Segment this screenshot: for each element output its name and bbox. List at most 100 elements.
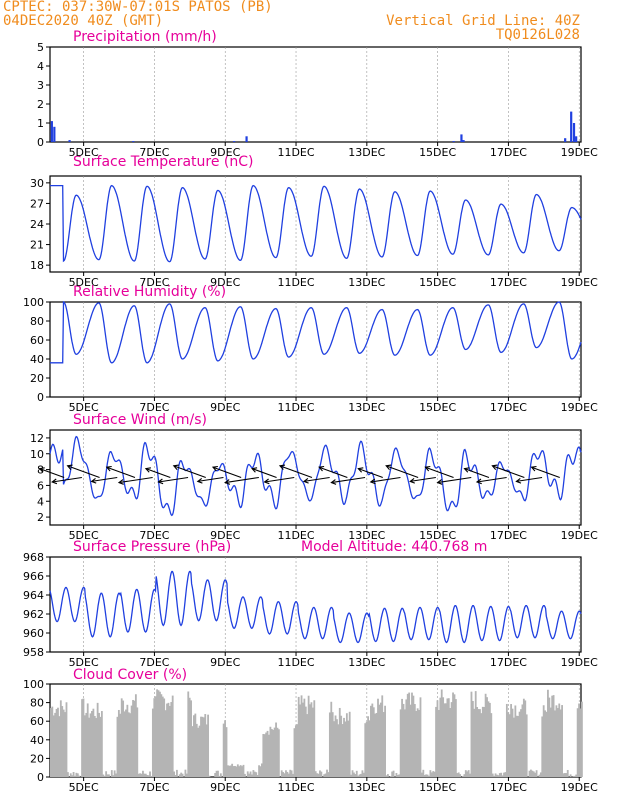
y-tick-label: 12 [30, 432, 44, 445]
cloud-bar [447, 698, 450, 777]
humidity-title: Relative Humidity (%) [73, 284, 226, 300]
x-tick-label: 5DEC [69, 781, 99, 794]
cloud-bar [532, 771, 535, 777]
wind-vector [67, 465, 100, 479]
cloud-bar [159, 691, 161, 777]
cloud-bar [408, 692, 411, 777]
x-tick-label: 5DEC [69, 656, 99, 669]
y-tick-label: 20 [30, 372, 44, 385]
cloud-bar [160, 694, 163, 777]
precip-bar [564, 138, 567, 142]
cloud-bar [374, 713, 377, 777]
cloud-bar [358, 774, 361, 777]
cloud-bar [50, 708, 52, 777]
y-tick-label: 100 [23, 678, 44, 691]
cloud-bar [355, 770, 358, 777]
cloud-bar [562, 773, 565, 777]
cloud-bar [310, 702, 313, 777]
cloud-bar [91, 710, 93, 777]
cloud-bar [378, 704, 381, 777]
y-tick-label: 0 [37, 136, 44, 149]
cloud-bar [283, 773, 286, 777]
cloud-bar [282, 772, 285, 777]
x-tick-label: 19DEC [561, 656, 598, 669]
cloud-bar [575, 774, 578, 777]
cloud-bar [534, 772, 537, 777]
cloud-bar [185, 773, 188, 777]
x-tick-label: 9DEC [210, 529, 240, 542]
wind-vector-head [357, 467, 364, 473]
cloud-bar [258, 765, 260, 777]
cloud-bar [547, 689, 549, 777]
wind-vector-head [196, 477, 203, 484]
cloud-bar [561, 705, 563, 777]
humidity-line [50, 300, 582, 364]
cloud-bar [347, 720, 350, 777]
cloud-bar [98, 712, 100, 777]
cloud-bar [200, 716, 202, 777]
wind-vector-head [491, 464, 498, 470]
cloud-bar [181, 773, 184, 777]
cloud-bar [572, 775, 575, 777]
cloud-bar [157, 690, 160, 777]
wind-vector-head [330, 479, 337, 485]
x-tick-label: 13DEC [348, 529, 385, 542]
cloud-bar [341, 724, 344, 777]
cloud-bar [344, 721, 347, 777]
cloud-bar [173, 771, 176, 777]
cloud-bar [426, 774, 429, 777]
cloud-bar [382, 712, 385, 777]
cloud-bar [58, 716, 61, 777]
cloud-bar [231, 763, 234, 777]
y-tick-label: 20 [30, 752, 44, 765]
cloud-bar [564, 773, 566, 777]
cloud-bar [361, 770, 364, 777]
x-tick-label: 17DEC [490, 146, 527, 159]
cloud-bar [293, 728, 296, 777]
cloud-bar [392, 770, 395, 777]
cloud-bar [252, 770, 255, 777]
wind-vector [492, 465, 525, 479]
cloud-bar [425, 774, 428, 777]
cloud-bar [170, 702, 173, 777]
cloud-bar [259, 766, 262, 777]
cloud-bar [202, 717, 205, 777]
cloud-bar [55, 708, 58, 777]
cloud-bar [99, 716, 102, 777]
cloud-bar [503, 772, 505, 777]
cloud-bar [442, 697, 445, 777]
cloud-bar [81, 699, 83, 777]
x-tick-label: 11DEC [277, 781, 314, 794]
cloud-bar [348, 711, 351, 777]
cloud-bar [556, 708, 559, 777]
cloud-bar [198, 725, 201, 777]
cloud-bar [377, 698, 379, 777]
cloud-bar [525, 714, 528, 777]
cloud-bar [176, 769, 178, 777]
header-station: CPTEC: 037:30W-07:01S PATOS (PB) [3, 0, 273, 15]
cloud-bar [453, 694, 456, 777]
y-tick-label: 80 [30, 315, 44, 328]
cloud-bar [371, 703, 374, 777]
cloud-bar [481, 706, 484, 777]
cloud-bar [273, 727, 276, 777]
cloud-bar [360, 773, 362, 777]
wind-vector-head [51, 478, 58, 485]
cloud-bar [317, 773, 320, 777]
cloud-bar [411, 692, 413, 777]
cloud-bar [249, 771, 252, 777]
wind-vector-head [224, 479, 231, 485]
cloud-bar [554, 710, 556, 777]
cloud-bar [452, 692, 454, 777]
cloud-bar [105, 771, 108, 777]
y-tick-label: 10 [30, 448, 44, 461]
panel-frame-3 [49, 429, 582, 526]
x-tick-label: 11DEC [277, 401, 314, 414]
x-tick-label: 15DEC [419, 401, 456, 414]
cloud-bar [323, 774, 326, 777]
cloud-bar [463, 774, 466, 777]
cloud-bar [290, 770, 293, 777]
cloud-bar [449, 708, 452, 777]
wind-vector-head [157, 478, 164, 485]
x-tick-label: 13DEC [348, 276, 385, 289]
